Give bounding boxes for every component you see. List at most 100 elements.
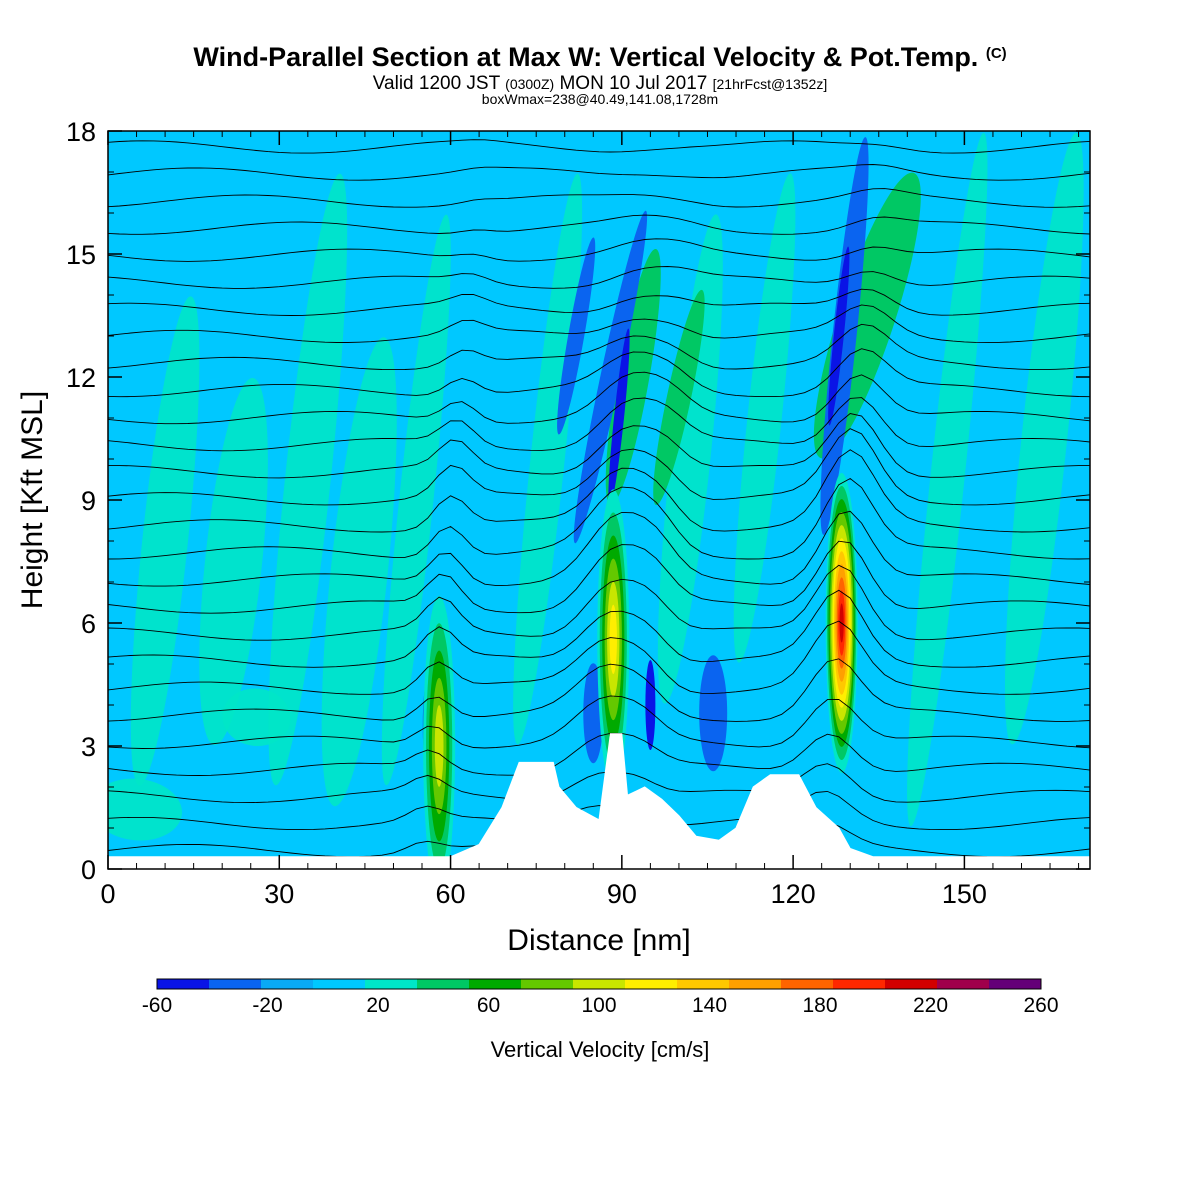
y-tick-label-6: 6 — [81, 609, 96, 639]
isentrope-7 — [108, 589, 1090, 668]
downdraft-band-3 — [557, 237, 596, 435]
isentrope-8 — [108, 564, 1090, 641]
colorbar-swatch-9 — [625, 979, 678, 989]
isentrope-13 — [108, 428, 1090, 506]
colorbar-label-220: 220 — [913, 994, 948, 1017]
colorbar-label-100: 100 — [581, 994, 616, 1017]
y-tick-label-3: 3 — [81, 732, 96, 762]
isentrope-15 — [108, 397, 1090, 452]
y-tick-label-18: 18 — [66, 117, 96, 147]
isentrope-20 — [108, 288, 1090, 316]
colorbar-swatch-11 — [729, 979, 782, 989]
isentrope-11 — [108, 477, 1090, 560]
isentrope-23 — [108, 214, 1090, 235]
isentrope-5 — [108, 658, 1090, 722]
colorbar-swatch-1 — [209, 979, 262, 989]
colorbar-label--60: -60 — [142, 994, 172, 1017]
y-axis-label: Height [Kft MSL] — [16, 391, 49, 609]
colorbar-label-260: 260 — [1023, 994, 1058, 1017]
weak-updraft-area-6 — [657, 214, 723, 704]
downdraft-band-2 — [820, 137, 869, 535]
weak-updraft-area-4 — [381, 214, 451, 786]
y-tick-label-9: 9 — [81, 486, 96, 516]
colorbar-swatch-13 — [833, 979, 886, 989]
colorbar-label-60: 60 — [477, 994, 500, 1017]
isentrope-17 — [108, 348, 1090, 398]
isentrope-1 — [108, 790, 1090, 831]
isentrope-25 — [108, 164, 1090, 181]
isentrope-9 — [108, 540, 1090, 614]
isentrope-12 — [108, 449, 1090, 533]
colorbar-swatch-7 — [521, 979, 574, 989]
isentrope-27 — [108, 114, 1090, 126]
y-tick-label-12: 12 — [66, 363, 96, 393]
colorbar-swatch-0 — [157, 979, 210, 989]
title-mark: (C) — [985, 45, 1007, 62]
downdraft-core-0 — [645, 660, 656, 750]
y-tick-label-15: 15 — [66, 240, 96, 270]
plot-area — [108, 114, 1090, 869]
x-tick-label-60: 60 — [436, 879, 466, 909]
x-tick-label-0: 0 — [100, 879, 115, 909]
subtitle-date: MON 10 Jul 2017 — [559, 73, 708, 94]
isentrope-6 — [108, 620, 1090, 695]
isentrope-16 — [108, 371, 1090, 425]
downdraft-band-1 — [573, 210, 648, 544]
updraft-core-0-level-100 — [434, 705, 444, 787]
chart-title: Wind-Parallel Section at Max W: Vertical… — [0, 42, 1200, 73]
colorbar-label-140: 140 — [692, 994, 727, 1017]
weak-updraft-area-2 — [268, 173, 348, 786]
isentrope-19 — [108, 304, 1090, 344]
weak-updraft-area-0 — [130, 296, 200, 786]
isentrope-3 — [108, 732, 1090, 776]
weak-updraft-area-1 — [199, 377, 268, 746]
weak-updraft-area-10 — [222, 688, 291, 747]
chart-title-text: Wind-Parallel Section at Max W: Vertical… — [193, 42, 979, 72]
lowlevel-downdraft-1 — [699, 655, 728, 772]
weak-updraft-area-5 — [513, 173, 583, 745]
y-tick-label-0: 0 — [81, 855, 96, 885]
colorbar-swatch-10 — [677, 979, 730, 989]
subtitle-fcst: [21hrFcst@1352z] — [712, 76, 828, 92]
x-tick-label-30: 30 — [264, 879, 294, 909]
x-tick-label-150: 150 — [942, 879, 987, 909]
box-info: boxWmax=238@40.49,141.08,1728m — [481, 91, 719, 107]
isentrope-22 — [108, 238, 1090, 262]
isentrope-24 — [108, 188, 1090, 208]
colorbar-swatch-2 — [261, 979, 314, 989]
colorbar-swatch-3 — [313, 979, 366, 989]
isentrope-14 — [108, 413, 1090, 479]
colorbar-title: Vertical Velocity [cm/s] — [491, 1037, 710, 1062]
terrain — [108, 733, 1090, 869]
colorbar-swatch-4 — [365, 979, 418, 989]
isentrope-26 — [108, 139, 1090, 154]
weak-updraft-area-8 — [907, 132, 988, 827]
weak-updraft-area-7 — [733, 173, 796, 663]
isentrope-10 — [108, 510, 1090, 587]
colorbar-swatch-12 — [781, 979, 834, 989]
downdraft-core-1 — [608, 328, 630, 508]
colorbar-swatch-6 — [469, 979, 522, 989]
x-tick-label-90: 90 — [607, 879, 637, 909]
x-axis-label: Distance [nm] — [507, 924, 690, 957]
colorbar-swatch-14 — [885, 979, 938, 989]
isentrope-21 — [108, 266, 1090, 289]
colorbar-swatch-5 — [417, 979, 470, 989]
colorbar-swatch-8 — [573, 979, 626, 989]
colorbar-label-20: 20 — [366, 994, 389, 1017]
subtitle-main: Valid 1200 JST — [372, 73, 500, 94]
isentrope-4 — [108, 695, 1090, 749]
colorbar-swatch-16 — [989, 979, 1042, 989]
updraft-core-1-level-120 — [609, 604, 617, 675]
weak-updraft-area-11 — [108, 778, 183, 841]
colorbar-frame — [156, 978, 1042, 990]
mid-updraft-band-2 — [653, 289, 705, 506]
subtitle-utc: (0300Z) — [505, 76, 555, 92]
colorbar-swatch-15 — [937, 979, 990, 989]
chart-subtitle: Valid 1200 JST (0300Z) MON 10 Jul 2017 [… — [0, 73, 1200, 95]
downdraft-core-2 — [828, 246, 850, 426]
isentrope-2 — [108, 763, 1090, 804]
colorbar-label--20: -20 — [252, 994, 282, 1017]
x-tick-label-120: 120 — [771, 879, 816, 909]
